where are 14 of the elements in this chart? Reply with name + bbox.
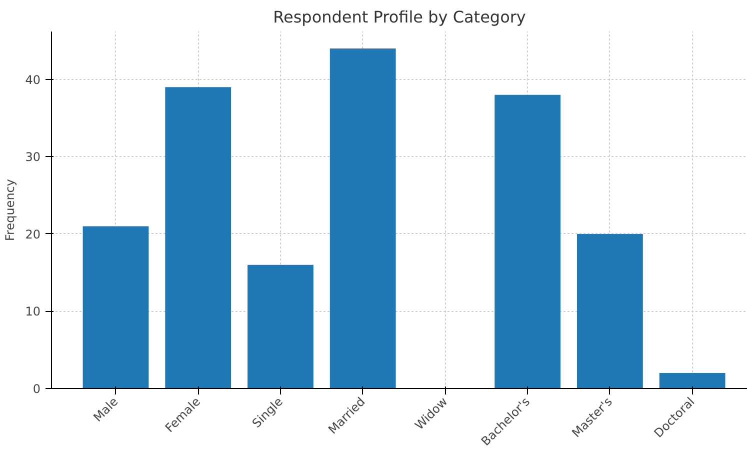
y-tick-label: 40 <box>25 72 41 87</box>
y-axis-title: Frequency <box>3 178 18 241</box>
y-tick-label: 0 <box>32 382 41 396</box>
y-tick-label: 20 <box>25 227 41 242</box>
chart-title: Respondent Profile by Category <box>273 8 526 26</box>
bar <box>165 87 232 388</box>
bar <box>659 373 726 388</box>
bar <box>494 94 561 388</box>
bar <box>577 234 643 388</box>
y-tick-label: 30 <box>25 150 41 164</box>
bar <box>248 264 314 388</box>
y-tick-label: 10 <box>25 304 41 319</box>
bar <box>82 226 149 388</box>
bar <box>330 48 396 388</box>
